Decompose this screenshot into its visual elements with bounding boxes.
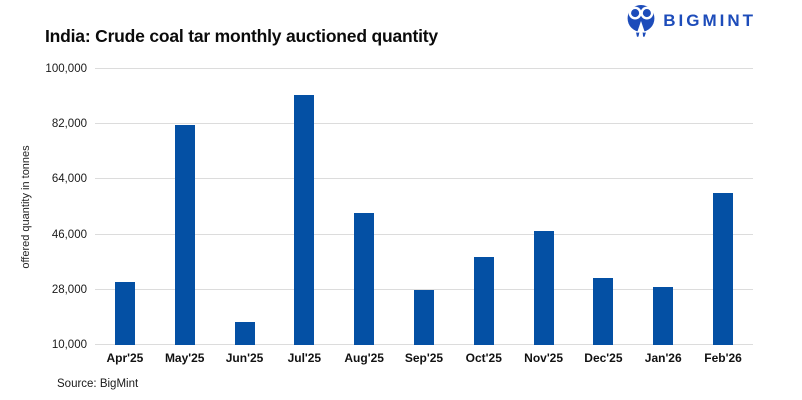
bar-apr25 (114, 282, 135, 345)
bar-slot (95, 69, 155, 345)
y-tick-label: 46,000 (51, 228, 87, 241)
bar-nov25 (533, 230, 554, 345)
bar-jul25 (294, 95, 315, 345)
gridline (95, 123, 753, 125)
x-tick-label: Nov'25 (524, 351, 564, 365)
bar-slot (574, 69, 634, 345)
bar-slot (633, 69, 693, 345)
y-axis-tick-labels: 10,000 28,000 46,000 64,000 82,000 100,000 (0, 63, 87, 351)
y-tick-label: 28,000 (51, 283, 87, 296)
x-tick-label: Sep'25 (404, 351, 444, 365)
y-tick-label: 100,000 (45, 63, 87, 75)
gridline (95, 233, 753, 235)
x-tick-label: Oct'25 (465, 351, 502, 365)
bar-feb26 (713, 192, 734, 345)
bar-jan26 (653, 286, 674, 345)
source-note: Source: BigMint (57, 378, 139, 390)
bar-aug25 (354, 213, 375, 345)
bar-slot (215, 69, 275, 345)
bar-oct25 (473, 256, 494, 345)
x-tick-label: Aug'25 (344, 351, 384, 365)
bar-slot (693, 69, 753, 345)
plot-area (95, 68, 753, 345)
x-axis-labels: Apr'25 May'25 Jun'25 Jul'25 Aug'25 Sep'25 Oct'… (95, 351, 753, 365)
bar-slot (334, 69, 394, 345)
x-tick-label: Feb'26 (704, 351, 742, 365)
bar-sep25 (413, 289, 434, 345)
x-tick-label: Dec'25 (584, 351, 623, 365)
x-tick-label: Apr'25 (106, 351, 144, 365)
y-tick-label: 64,000 (51, 173, 87, 186)
x-tick-label: May'25 (164, 351, 205, 365)
bigmint-logo-icon (626, 4, 656, 37)
bar-slot (514, 69, 574, 345)
x-tick-label: Jun'25 (225, 351, 264, 365)
bigmint-logo: BIGMINT (626, 4, 756, 37)
bar-slot (394, 69, 454, 345)
bar-dec25 (593, 277, 614, 345)
bar-may25 (174, 124, 195, 345)
x-tick-label: Jul'25 (287, 351, 322, 365)
y-tick-label: 82,000 (51, 118, 87, 131)
gridline (95, 178, 753, 180)
y-tick-label: 10,000 (51, 339, 87, 351)
chart-title: India: Crude coal tar monthly auctioned … (45, 26, 438, 46)
bar-slot (274, 69, 334, 345)
x-tick-label: Jan'26 (644, 351, 682, 365)
bar-series (95, 69, 753, 345)
bar-slot (454, 69, 514, 345)
bigmint-logo-text: BIGMINT (663, 10, 756, 30)
gridline (95, 288, 753, 290)
bar-jun25 (234, 322, 255, 345)
bar-slot (155, 69, 215, 345)
gridline (95, 68, 753, 69)
